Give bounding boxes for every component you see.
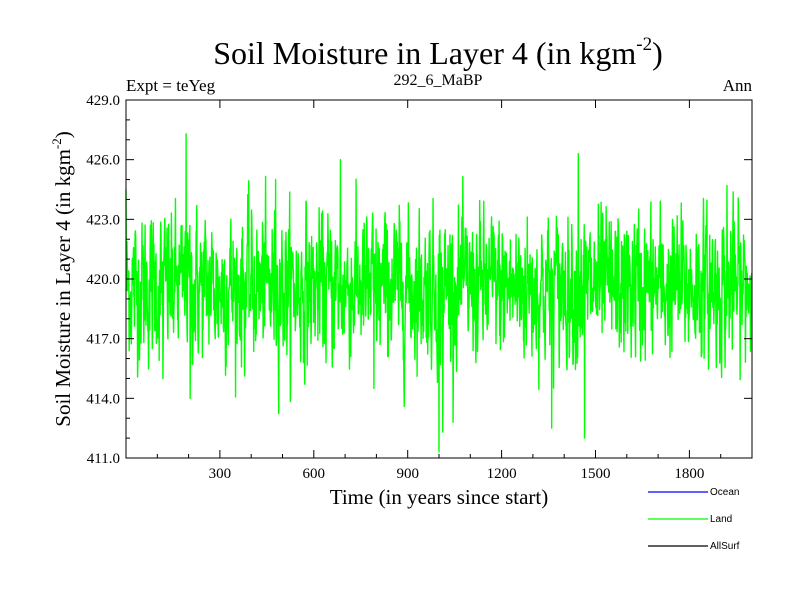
- experiment-id-label: 292_6_MaBP: [394, 72, 483, 89]
- x-axis-title: Time (in years since start): [330, 485, 549, 509]
- land-series: [125, 133, 753, 453]
- y-tick-label: 411.0: [87, 451, 120, 467]
- legend-allsurf-label: AllSurf: [710, 541, 740, 552]
- y-axis-title: Soil Moisture in Layer 4 (in kgm-2): [49, 131, 75, 426]
- expt-label: Expt = teYeg: [126, 76, 216, 95]
- y-axis-title-sup: -2: [49, 138, 64, 149]
- chart-title-sup: -2: [636, 34, 652, 55]
- plot-area: 300 600 900 1200 1500 1800 411.0 414.0 417.0 420…: [86, 93, 753, 482]
- legend: Ocean Land AllSurf: [648, 487, 740, 552]
- y-tick-label: 423.0: [86, 212, 120, 228]
- x-tick-label: 1800: [674, 466, 704, 482]
- y-ticks: 411.0 414.0 417.0 420.0 423.0 426.0 429.0: [86, 93, 752, 467]
- y-tick-label: 429.0: [86, 93, 120, 109]
- x-tick-label: 600: [303, 466, 326, 482]
- y-tick-label: 420.0: [86, 272, 120, 288]
- x-tick-label: 1200: [487, 466, 517, 482]
- chart-title-close: ): [652, 35, 663, 71]
- legend-ocean-label: Ocean: [710, 487, 739, 498]
- x-tick-label: 300: [209, 466, 232, 482]
- y-axis-title-main: Soil Moisture in Layer 4 (in kgm: [51, 149, 75, 427]
- y-axis-title-close: ): [51, 131, 75, 138]
- legend-land-label: Land: [710, 514, 732, 525]
- y-tick-label: 417.0: [86, 332, 120, 348]
- land-series-line: [125, 133, 753, 453]
- y-tick-label: 414.0: [86, 391, 120, 407]
- season-label: Ann: [723, 76, 753, 95]
- x-ticks: 300 600 900 1200 1500 1800: [156, 100, 722, 482]
- x-tick-label: 1500: [581, 466, 611, 482]
- chart-title: Soil Moisture in Layer 4 (in kgm-2): [213, 34, 663, 71]
- y-tick-label: 426.0: [86, 153, 120, 169]
- chart-title-main: Soil Moisture in Layer 4 (in kgm: [213, 35, 636, 71]
- x-tick-label: 900: [396, 466, 419, 482]
